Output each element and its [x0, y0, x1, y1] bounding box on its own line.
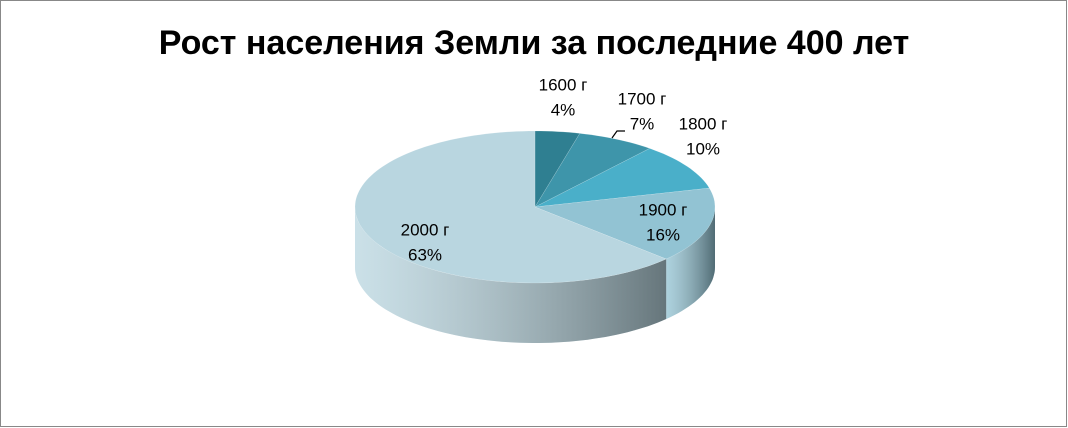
category-label: 1900 г — [639, 200, 688, 219]
value-label: 4% — [551, 100, 576, 119]
slice-side-shade — [666, 207, 715, 319]
category-label: 1600 г — [539, 75, 588, 94]
value-label: 10% — [686, 139, 720, 158]
slice — [534, 148, 710, 208]
slice — [534, 133, 651, 208]
value-label: 7% — [630, 114, 655, 133]
leader-line — [611, 130, 625, 139]
chart-title: Рост населения Земли за последние 400 ле… — [159, 24, 910, 62]
value-label: 63% — [408, 245, 442, 264]
category-label: 1700 г — [618, 89, 667, 108]
slice — [534, 130, 581, 208]
value-label: 16% — [646, 225, 680, 244]
category-label: 2000 г — [401, 220, 450, 239]
slice — [534, 187, 716, 260]
labels: 1600 г 4% 1700 г 7% 1800 г 10% 1900 г 16% 2000 г… — [401, 75, 728, 264]
slice-side-shade — [355, 207, 667, 343]
category-label: 1800 г — [679, 114, 728, 133]
pie — [354, 130, 716, 343]
slice — [354, 130, 667, 284]
